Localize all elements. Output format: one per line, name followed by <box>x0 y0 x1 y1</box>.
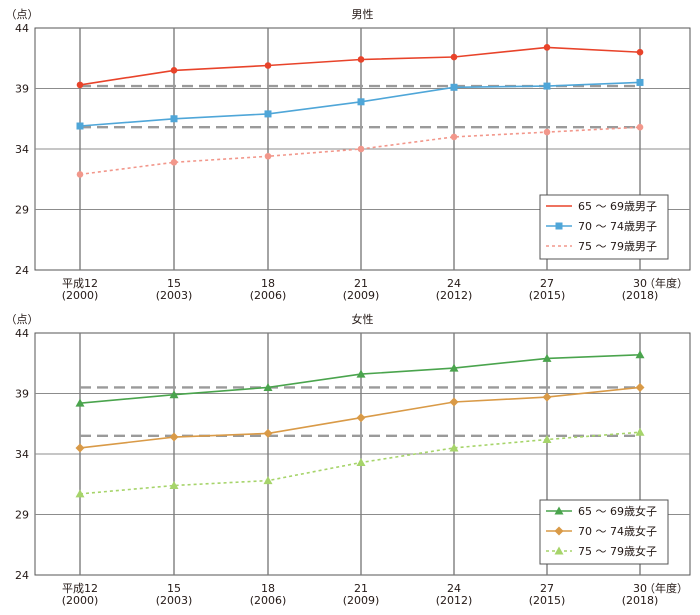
male-series-3-point <box>636 123 644 131</box>
male-x-tick-label: 15 <box>167 277 181 290</box>
male-series-3-point <box>450 133 458 141</box>
female-series-2-point <box>542 392 552 402</box>
male-x-tick-label: 24 <box>447 277 461 290</box>
male-series-2-point <box>170 115 178 123</box>
male-y-tick-label: 34 <box>15 143 29 156</box>
female-x-tick-year: (2000) <box>62 594 99 607</box>
female-series-2-point <box>169 432 179 442</box>
male-legend-label-3: 75 ～ 79歳男子 <box>578 240 657 253</box>
female-series-2-point <box>356 413 366 423</box>
male-series-line-1 <box>79 46 641 86</box>
female-y-axis-label: （点） <box>6 313 39 326</box>
female-x-tick-label: 18 <box>261 582 275 595</box>
female-legend-label-2: 70 ～ 74歳女子 <box>578 524 657 538</box>
male-x-tick-label: 平成12 <box>62 277 98 290</box>
female-y-tick-label: 34 <box>15 448 29 461</box>
male-series-1-point <box>357 56 365 63</box>
female-x-tick-year: (2015) <box>529 594 566 607</box>
male-x-tick-year: (2009) <box>343 289 380 302</box>
male-series-2-point <box>357 98 365 106</box>
female-series-1-point <box>542 353 552 362</box>
female-series-1-point <box>635 350 645 359</box>
male-x-tick-label: 18 <box>261 277 275 290</box>
male-y-tick-label: 24 <box>15 264 29 277</box>
female-series-2-point <box>635 382 645 392</box>
male-y-tick-label: 39 <box>15 83 29 96</box>
female-legend-marker-1 <box>554 506 564 515</box>
male-series-1-point <box>543 44 551 51</box>
male-x-tick-year: (2012) <box>436 289 473 302</box>
male-series-2-point <box>264 110 272 118</box>
female-series-1-point <box>75 398 85 407</box>
female-x-tick-label: 30 <box>633 582 647 595</box>
female-chart-title: 女性 <box>352 312 374 326</box>
female-series-3-point <box>635 427 645 436</box>
female-series-1-point <box>263 382 273 391</box>
male-y-tick-label: 29 <box>15 204 29 217</box>
female-series-3-point <box>356 457 366 466</box>
male-legend-label-1: 65 ～ 69歳男子 <box>578 200 657 213</box>
female-x-tick-year: (2012) <box>436 594 473 607</box>
female-x-tick-year: (2003) <box>156 594 193 607</box>
female-series-2-point <box>75 443 85 453</box>
female-series-3-point <box>263 476 273 485</box>
female-series-3-point <box>542 434 552 443</box>
male-series-2-point <box>76 122 84 130</box>
male-x-axis-label: （年度） <box>644 276 688 290</box>
male-x-tick-year: (2006) <box>250 289 287 302</box>
female-series-1-point <box>356 369 366 378</box>
female-x-tick-year: (2009) <box>343 594 380 607</box>
male-chart-title: 男性 <box>352 7 374 21</box>
female-y-tick-label: 39 <box>15 388 29 401</box>
male-series-1-point <box>76 81 84 89</box>
male-series-3-point <box>357 145 365 153</box>
female-x-tick-year: (2018) <box>622 594 659 607</box>
male-series-2-point <box>636 78 644 86</box>
female-series-2-point <box>263 428 273 438</box>
male-y-tick-label: 44 <box>15 22 29 35</box>
male-x-tick-year: (2003) <box>156 289 193 302</box>
female-x-tick-label: 21 <box>354 582 368 595</box>
male-x-tick-year: (2015) <box>529 289 566 302</box>
male-series-3-point <box>264 152 272 160</box>
male-series-3-point <box>76 171 84 178</box>
male-series-1-point <box>264 62 272 69</box>
female-legend-marker-2 <box>554 526 564 536</box>
male-x-tick-label: 27 <box>540 277 554 290</box>
female-y-tick-label: 24 <box>15 569 29 582</box>
female-legend-marker-3 <box>554 546 564 555</box>
male-x-tick-year: (2018) <box>622 289 659 302</box>
male-series-3-point <box>543 128 551 136</box>
female-x-tick-year: (2006) <box>250 594 287 607</box>
female-series-3-point <box>75 489 85 498</box>
male-x-tick-year: (2000) <box>62 289 99 302</box>
female-series-1-point <box>169 390 179 399</box>
male-legend-label-2: 70 ～ 74歳男子 <box>578 220 657 233</box>
female-y-tick-label: 44 <box>15 327 29 340</box>
male-series-1-point <box>450 53 458 61</box>
female-x-axis-label: （年度） <box>644 581 688 595</box>
male-y-axis-label: （点） <box>6 8 39 21</box>
female-x-tick-label: 15 <box>167 582 181 595</box>
female-x-tick-label: 平成12 <box>62 582 98 595</box>
male-series-2-point <box>543 82 551 90</box>
female-series-3-point <box>449 443 459 452</box>
female-series-2-point <box>449 397 459 407</box>
female-series-3-point <box>169 480 179 489</box>
male-series-2-point <box>450 83 458 91</box>
male-series-3-point <box>170 159 178 166</box>
male-series-1-point <box>636 48 644 56</box>
female-y-tick-label: 29 <box>15 509 29 522</box>
female-series-1-point <box>449 363 459 372</box>
male-x-tick-label: 30 <box>633 277 647 290</box>
female-x-tick-label: 24 <box>447 582 461 595</box>
female-legend-label-3: 75 ～ 79歳女子 <box>578 544 657 558</box>
male-x-tick-label: 21 <box>354 277 368 290</box>
female-legend-label-1: 65 ～ 69歳女子 <box>578 504 657 518</box>
female-x-tick-label: 27 <box>540 582 554 595</box>
male-series-1-point <box>170 67 178 74</box>
male-legend-marker-2 <box>555 222 563 230</box>
